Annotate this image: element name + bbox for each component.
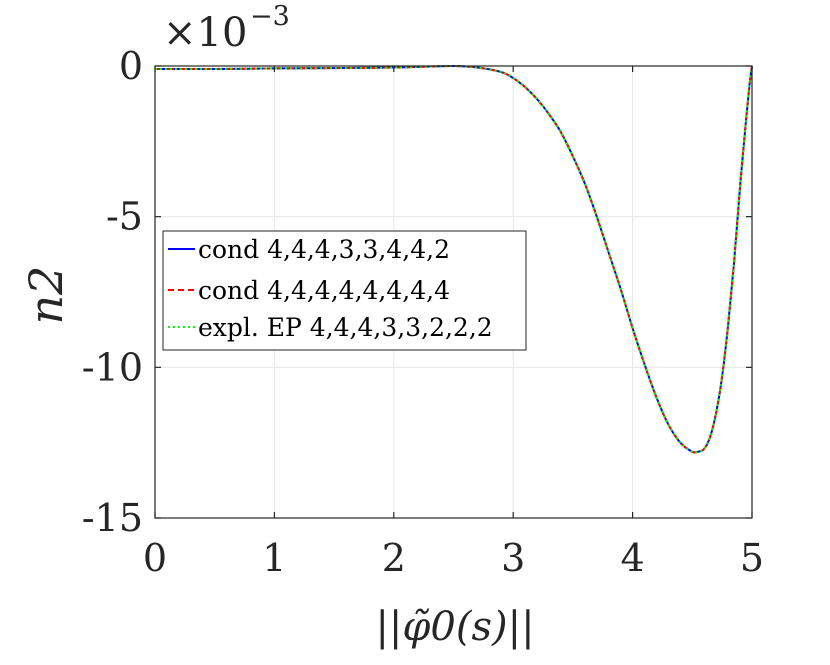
x-tick-label: 5 [740, 536, 764, 580]
legend-box [162, 230, 527, 351]
legend-entry-2: cond 4,4,4,4,4,4,4,4 [198, 276, 450, 305]
exponent-power: −3 [250, 1, 290, 32]
y-tick-label: -10 [82, 345, 143, 389]
y-tick-label: -5 [106, 195, 143, 239]
series-line-3 [154, 64, 753, 454]
y-axis-label: n2 [19, 266, 73, 325]
x-axis-label: ||φ̃0(s)|| [375, 604, 534, 650]
x-tick-label: 0 [143, 536, 167, 580]
legend: cond 4,4,4,3,3,4,4,2 cond 4,4,4,4,4,4,4,… [162, 230, 527, 351]
x-tick-label: 3 [501, 536, 525, 580]
x-tick-label: 1 [262, 536, 286, 580]
y-tick-label: 0 [119, 44, 143, 88]
legend-entry-1: cond 4,4,4,3,3,4,4,2 [198, 235, 450, 264]
exponent-label: ×10 [163, 10, 247, 56]
tick-marks [154, 65, 753, 519]
axes-box [154, 65, 753, 519]
x-tick-label: 4 [621, 536, 645, 580]
y-tick-labels: 0 -5 -10 -15 [82, 44, 143, 540]
y-tick-label: -15 [82, 496, 143, 540]
x-tick-label: 2 [382, 536, 406, 580]
x-tick-labels: 0 1 2 3 4 5 [143, 536, 764, 580]
legend-entry-3: expl. EP 4,4,4,3,3,2,2,2 [198, 313, 493, 342]
